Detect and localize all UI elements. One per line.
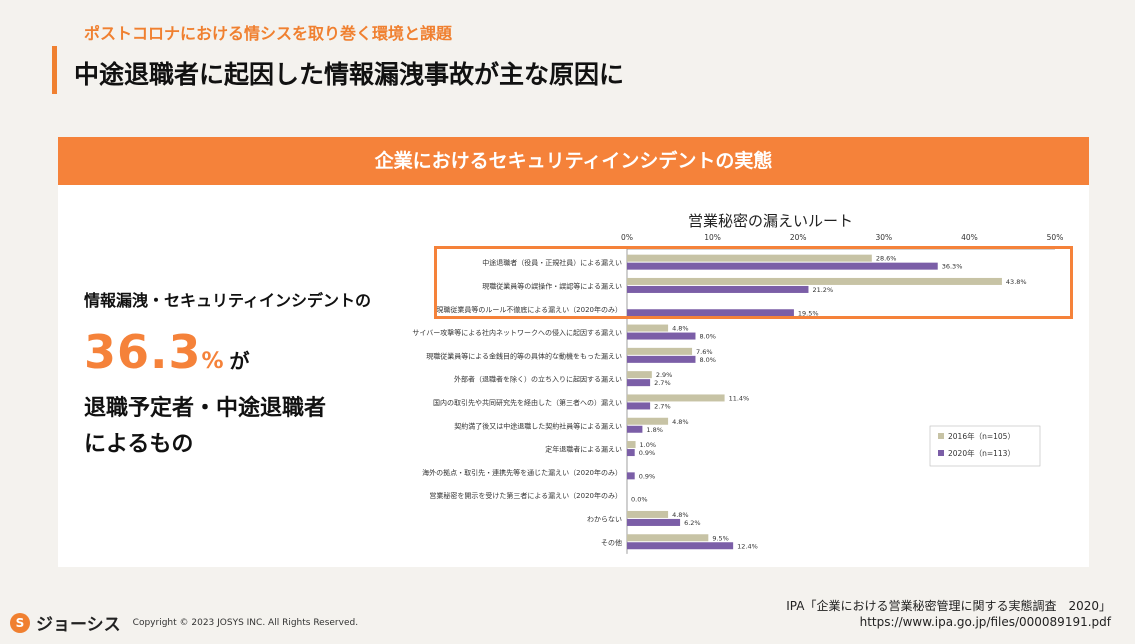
bar-2020	[627, 332, 696, 340]
source-url: https://www.ipa.go.jp/files/000089191.pd…	[859, 615, 1111, 629]
summary-line-1: 情報漏洩・セキュリティインシデントの	[84, 291, 372, 310]
data-label: 1.0%	[640, 441, 657, 449]
data-label: 19.5%	[798, 309, 819, 317]
bar-2016	[627, 277, 1002, 285]
leak-route-chart: 0% 10% 20% 30% 40% 50% 中途退職者（役員・正規社員）による漏えい 28.…	[412, 233, 1064, 554]
chart-title: 営業秘密の漏えいルート	[688, 212, 854, 230]
summary-line-3: 退職予定者・中途退職者 によるもの	[84, 391, 371, 463]
x-tick-label: 40%	[961, 233, 978, 242]
category-label: わからない	[587, 515, 622, 523]
bar-2016	[627, 394, 725, 402]
bar-2020	[627, 285, 809, 293]
category-label: 定年退職者による漏えい	[545, 445, 622, 454]
bar-2016	[627, 371, 652, 379]
data-label: 0.9%	[639, 449, 656, 457]
category-label: 海外の拠点・取引先・連携先等を通じた漏えい（2020年のみ）	[422, 468, 622, 477]
bar-2016	[627, 417, 669, 425]
data-label: 2.7%	[654, 402, 671, 410]
legend-label: 2016年（n=105）	[948, 431, 1015, 441]
data-label: 43.8%	[1006, 278, 1027, 286]
data-label: 4.8%	[672, 325, 689, 333]
bar-2016	[627, 510, 669, 518]
data-label: 11.4%	[729, 394, 750, 402]
x-tick-label: 30%	[875, 233, 892, 242]
footer-logo: S ジョーシス Copyright © 2023 JOSYS INC. All …	[10, 610, 358, 635]
bar-2020	[627, 309, 794, 317]
page-title: 中途退職者に起因した情報漏洩事故が主な原因に	[74, 60, 625, 89]
summary-block: 情報漏洩・セキュリティインシデントの 36.3% が 退職予定者・中途退職者 によ…	[84, 287, 371, 463]
category-label: 契約満了後又は中途退職した契約社員等による漏えい	[454, 421, 622, 430]
data-label: 4.8%	[672, 511, 689, 519]
bar-2020	[627, 425, 643, 433]
legend-swatch	[938, 433, 944, 439]
summary-suffix: が	[229, 349, 250, 373]
bar-2020	[627, 402, 651, 410]
bar-2020	[627, 355, 696, 363]
category-label: 現職従業員等のルール不徹底による漏えい（2020年のみ）	[436, 305, 622, 314]
category-label: 現職従業員等の誤操作・誤認等による漏えい	[482, 281, 622, 290]
data-label: 28.6%	[876, 255, 897, 263]
data-label: 21.2%	[812, 286, 833, 294]
category-label: 国内の取引先や共同研究先を経由した（第三者への）漏えい	[433, 398, 622, 407]
source-title: IPA「企業における営業秘密管理に関する実態調査 2020」	[786, 599, 1111, 613]
summary-stat: 36.3% が	[84, 325, 371, 379]
summary-line-3b: によるもの	[84, 432, 194, 457]
bar-2016	[627, 254, 872, 262]
data-label: 6.2%	[684, 519, 701, 527]
data-label: 2.9%	[656, 371, 673, 379]
data-label: 2.7%	[654, 379, 671, 387]
category-label: その他	[601, 538, 622, 547]
category-label: 営業秘密を開示を受けた第三者による漏えい（2020年のみ）	[429, 491, 622, 500]
bar-2020	[627, 449, 635, 457]
legend-box	[929, 425, 1041, 467]
bar-2020	[627, 379, 651, 387]
data-label: 8.0%	[699, 333, 716, 341]
bar-2020	[627, 542, 734, 550]
data-label: 7.6%	[696, 348, 713, 356]
data-label: 0.0%	[631, 496, 648, 504]
source-citation: IPA「企業における営業秘密管理に関する実態調査 2020」 https://w…	[786, 598, 1111, 630]
card-header: 企業におけるセキュリティインシデントの実態	[58, 137, 1089, 185]
category-label: サイバー攻撃等による社内ネットワークへの侵入に起因する漏えい	[412, 328, 622, 337]
josys-logo-icon: S	[10, 612, 30, 633]
bar-2016	[627, 347, 693, 355]
x-tick-label: 20%	[790, 233, 807, 242]
summary-number: 36.3	[84, 325, 202, 379]
bar-2020	[627, 472, 635, 480]
legend-swatch	[938, 450, 944, 456]
bar-2016	[627, 324, 669, 332]
category-label: 中途退職者（役員・正規社員）による漏えい	[482, 258, 622, 267]
bar-2020	[627, 518, 681, 526]
content-card: 企業におけるセキュリティインシデントの実態 情報漏洩・セキュリティインシデントの…	[58, 137, 1089, 567]
legend-label: 2020年（n=113）	[948, 448, 1015, 458]
highlight-box	[434, 246, 1073, 319]
data-label: 0.9%	[639, 472, 656, 480]
data-label: 4.8%	[672, 418, 689, 426]
section-subtitle: ポストコロナにおける情シスを取り巻く環境と課題	[84, 24, 453, 43]
copyright: Copyright © 2023 JOSYS INC. All Rights R…	[132, 617, 359, 628]
x-tick-label: 10%	[704, 233, 721, 242]
title-accent-bar	[52, 46, 57, 94]
x-tick-label: 50%	[1047, 233, 1064, 242]
x-tick-label: 0%	[621, 233, 633, 242]
summary-line-3a: 退職予定者・中途退職者	[84, 396, 327, 421]
bar-2016	[627, 441, 636, 449]
logo-text: ジョーシス	[36, 615, 121, 635]
bar-2016	[627, 534, 709, 542]
data-label: 36.3%	[942, 263, 963, 271]
category-label: 現職従業員等による金銭目的等の具体的な動機をもった漏えい	[426, 351, 622, 360]
category-label: 外部者（退職者を除く）の立ち入りに起因する漏えい	[454, 375, 622, 384]
data-label: 12.4%	[737, 542, 758, 550]
data-label: 8.0%	[699, 356, 716, 364]
data-label: 1.8%	[646, 426, 663, 434]
data-label: 9.5%	[712, 534, 729, 542]
summary-unit: %	[201, 349, 224, 374]
bar-2020	[627, 262, 938, 270]
